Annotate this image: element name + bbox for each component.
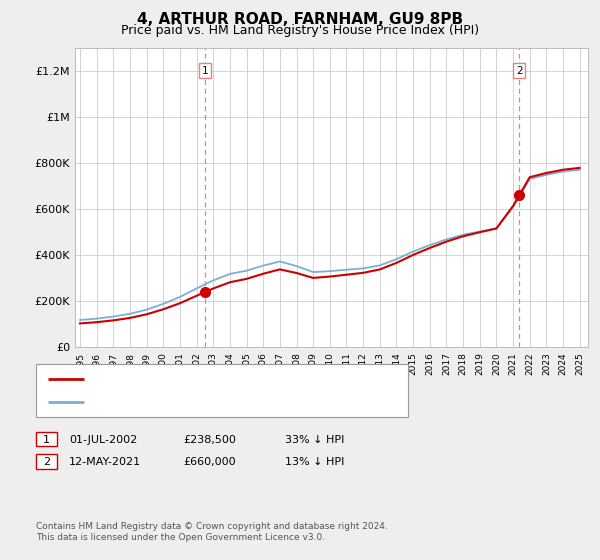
Text: 1: 1 bbox=[202, 66, 208, 76]
Text: This data is licensed under the Open Government Licence v3.0.: This data is licensed under the Open Gov… bbox=[36, 533, 325, 543]
Text: HPI: Average price, detached house, Waverley: HPI: Average price, detached house, Wave… bbox=[93, 397, 334, 407]
Text: 2: 2 bbox=[516, 66, 523, 76]
Text: 12-MAY-2021: 12-MAY-2021 bbox=[69, 457, 141, 467]
Text: 33% ↓ HPI: 33% ↓ HPI bbox=[285, 435, 344, 445]
Text: Price paid vs. HM Land Registry's House Price Index (HPI): Price paid vs. HM Land Registry's House … bbox=[121, 24, 479, 36]
Text: 1: 1 bbox=[43, 435, 50, 445]
Text: 01-JUL-2002: 01-JUL-2002 bbox=[69, 435, 137, 445]
Text: 13% ↓ HPI: 13% ↓ HPI bbox=[285, 457, 344, 467]
Text: £238,500: £238,500 bbox=[183, 435, 236, 445]
Text: 4, ARTHUR ROAD, FARNHAM, GU9 8PB: 4, ARTHUR ROAD, FARNHAM, GU9 8PB bbox=[137, 12, 463, 27]
Text: 2: 2 bbox=[43, 457, 50, 467]
Text: £660,000: £660,000 bbox=[183, 457, 236, 467]
Text: 4, ARTHUR ROAD, FARNHAM, GU9 8PB (detached house): 4, ARTHUR ROAD, FARNHAM, GU9 8PB (detach… bbox=[93, 374, 386, 384]
Text: Contains HM Land Registry data © Crown copyright and database right 2024.: Contains HM Land Registry data © Crown c… bbox=[36, 522, 388, 531]
